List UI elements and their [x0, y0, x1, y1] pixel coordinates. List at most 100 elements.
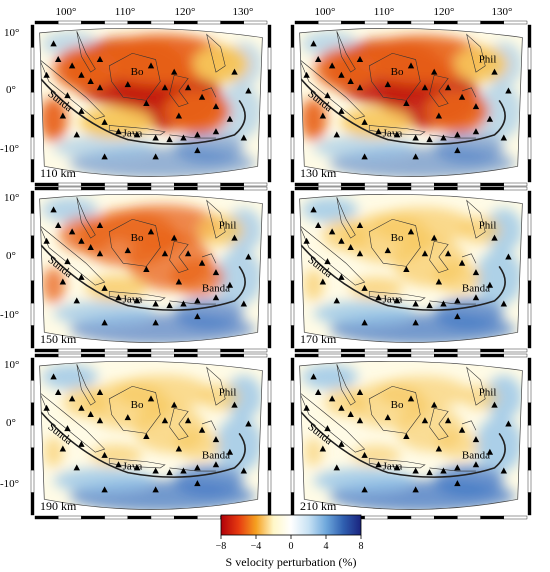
station-triangle-icon [78, 440, 85, 447]
station-triangle-icon [87, 244, 94, 251]
station-triangle-icon [152, 467, 159, 474]
fast-anomaly [475, 83, 523, 140]
lat-label-10-row2: 10° [4, 192, 19, 204]
station-triangle-icon [324, 258, 331, 265]
station-triangle-icon [431, 234, 438, 241]
slow-anomaly [372, 207, 474, 244]
station-triangle-icon [161, 417, 169, 424]
map-frame [299, 193, 523, 343]
station-triangle-icon [194, 131, 201, 138]
station-triangle-icon [68, 395, 76, 402]
region-label-phil: Phil [479, 387, 497, 399]
station-triangle-icon [444, 250, 452, 257]
slow-anomaly [322, 219, 370, 251]
station-triangle-icon [180, 467, 187, 474]
station-triangle-icon [356, 56, 364, 63]
station-triangle-icon [454, 480, 461, 487]
map-frame [299, 360, 523, 510]
station-triangle-icon [444, 84, 452, 91]
station-triangle-icon [87, 411, 94, 418]
fast-anomaly [53, 300, 156, 327]
slow-anomaly [63, 386, 109, 418]
map-frame [39, 193, 263, 343]
slow-anomaly [164, 89, 230, 134]
station-triangle-icon [101, 319, 108, 326]
station-triangle-icon [175, 278, 183, 285]
velocity-field [299, 28, 523, 177]
station-triangle-icon [440, 300, 447, 307]
station-triangle-icon [184, 84, 192, 91]
station-triangle-icon [328, 395, 336, 402]
station-triangle-icon [310, 40, 317, 47]
station-triangle-icon [68, 228, 76, 235]
station-triangle-icon [101, 284, 108, 291]
station-triangle-icon [454, 464, 461, 471]
region-label-java: Java [383, 127, 403, 139]
slow-anomaly [43, 436, 64, 468]
region-label-bo: Bo [391, 232, 404, 244]
depth-label: 130 km [300, 166, 337, 180]
station-triangle-icon [124, 81, 131, 88]
station-triangle-icon [403, 100, 410, 106]
lat-label-m10-row3: -10° [0, 478, 19, 490]
station-triangle-icon [171, 401, 178, 408]
fast-anomaly [41, 364, 98, 390]
lat-label-0-row1: 0° [6, 84, 16, 96]
station-triangle-icon [338, 107, 345, 114]
station-triangle-icon [356, 417, 364, 424]
station-triangle-icon [426, 136, 433, 143]
station-triangle-icon [403, 433, 410, 439]
station-triangle-icon [347, 244, 354, 251]
station-triangle-icon [133, 131, 141, 138]
station-triangle-icon [454, 313, 461, 320]
station-triangle-icon [384, 247, 391, 254]
station-triangle-icon [491, 68, 498, 75]
colorbar-tick-label-8: 8 [359, 541, 364, 552]
graticule-bars [290, 186, 532, 353]
station-triangle-icon [115, 294, 122, 301]
station-triangle-icon [194, 297, 201, 304]
region-label-phil: Phil [219, 387, 237, 399]
station-triangle-icon [361, 284, 368, 291]
slow-anomaly [113, 374, 212, 411]
slow-anomaly [42, 267, 66, 304]
station-triangle-icon [55, 222, 62, 229]
fast-anomaly [434, 297, 504, 330]
station-triangle-icon [472, 269, 480, 276]
coastlines [299, 197, 486, 305]
station-triangle-icon [375, 294, 382, 301]
depth-label: 210 km [300, 499, 337, 513]
station-triangle-icon [161, 250, 169, 257]
station-triangle-icon [333, 297, 340, 304]
station-triangle-icon [194, 464, 201, 471]
fast-anomaly [313, 467, 416, 494]
station-triangle-icon [356, 84, 364, 91]
station-triangle-icon [486, 115, 494, 122]
station-triangle-icon [152, 486, 159, 493]
station-triangle-icon [115, 128, 122, 135]
coastlines [39, 31, 226, 139]
station-triangle-icon [152, 300, 159, 307]
lat-label-m10-row2: -10° [0, 309, 19, 321]
station-triangle-icon [407, 62, 415, 69]
subduction-trench [39, 404, 246, 478]
fast-anomaly [485, 208, 523, 253]
station-triangle-icon [338, 440, 345, 447]
left-latitude-labels: 10° 0° -10° 10° 0° -10° 10° 0° -10° [0, 27, 19, 490]
region-label-java: Java [123, 127, 143, 139]
slow-anomaly [426, 90, 489, 133]
velocity-field [39, 361, 263, 510]
station-triangle-icon [356, 389, 364, 396]
station-triangle-icon [338, 237, 345, 244]
station-triangle-icon [505, 87, 512, 94]
top-longitude-labels: 100° 110° 120° 130° 100° 110° 120° 130° [56, 6, 513, 18]
slow-anomaly [85, 275, 147, 302]
subduction-trench [39, 71, 246, 145]
station-triangle-icon [43, 404, 50, 411]
station-triangle-icon [435, 278, 443, 285]
station-triangle-icon [412, 300, 419, 307]
fast-anomaly [313, 134, 416, 161]
colorbar-tick-label-4: 4 [324, 541, 329, 552]
fast-anomaly [174, 464, 244, 497]
